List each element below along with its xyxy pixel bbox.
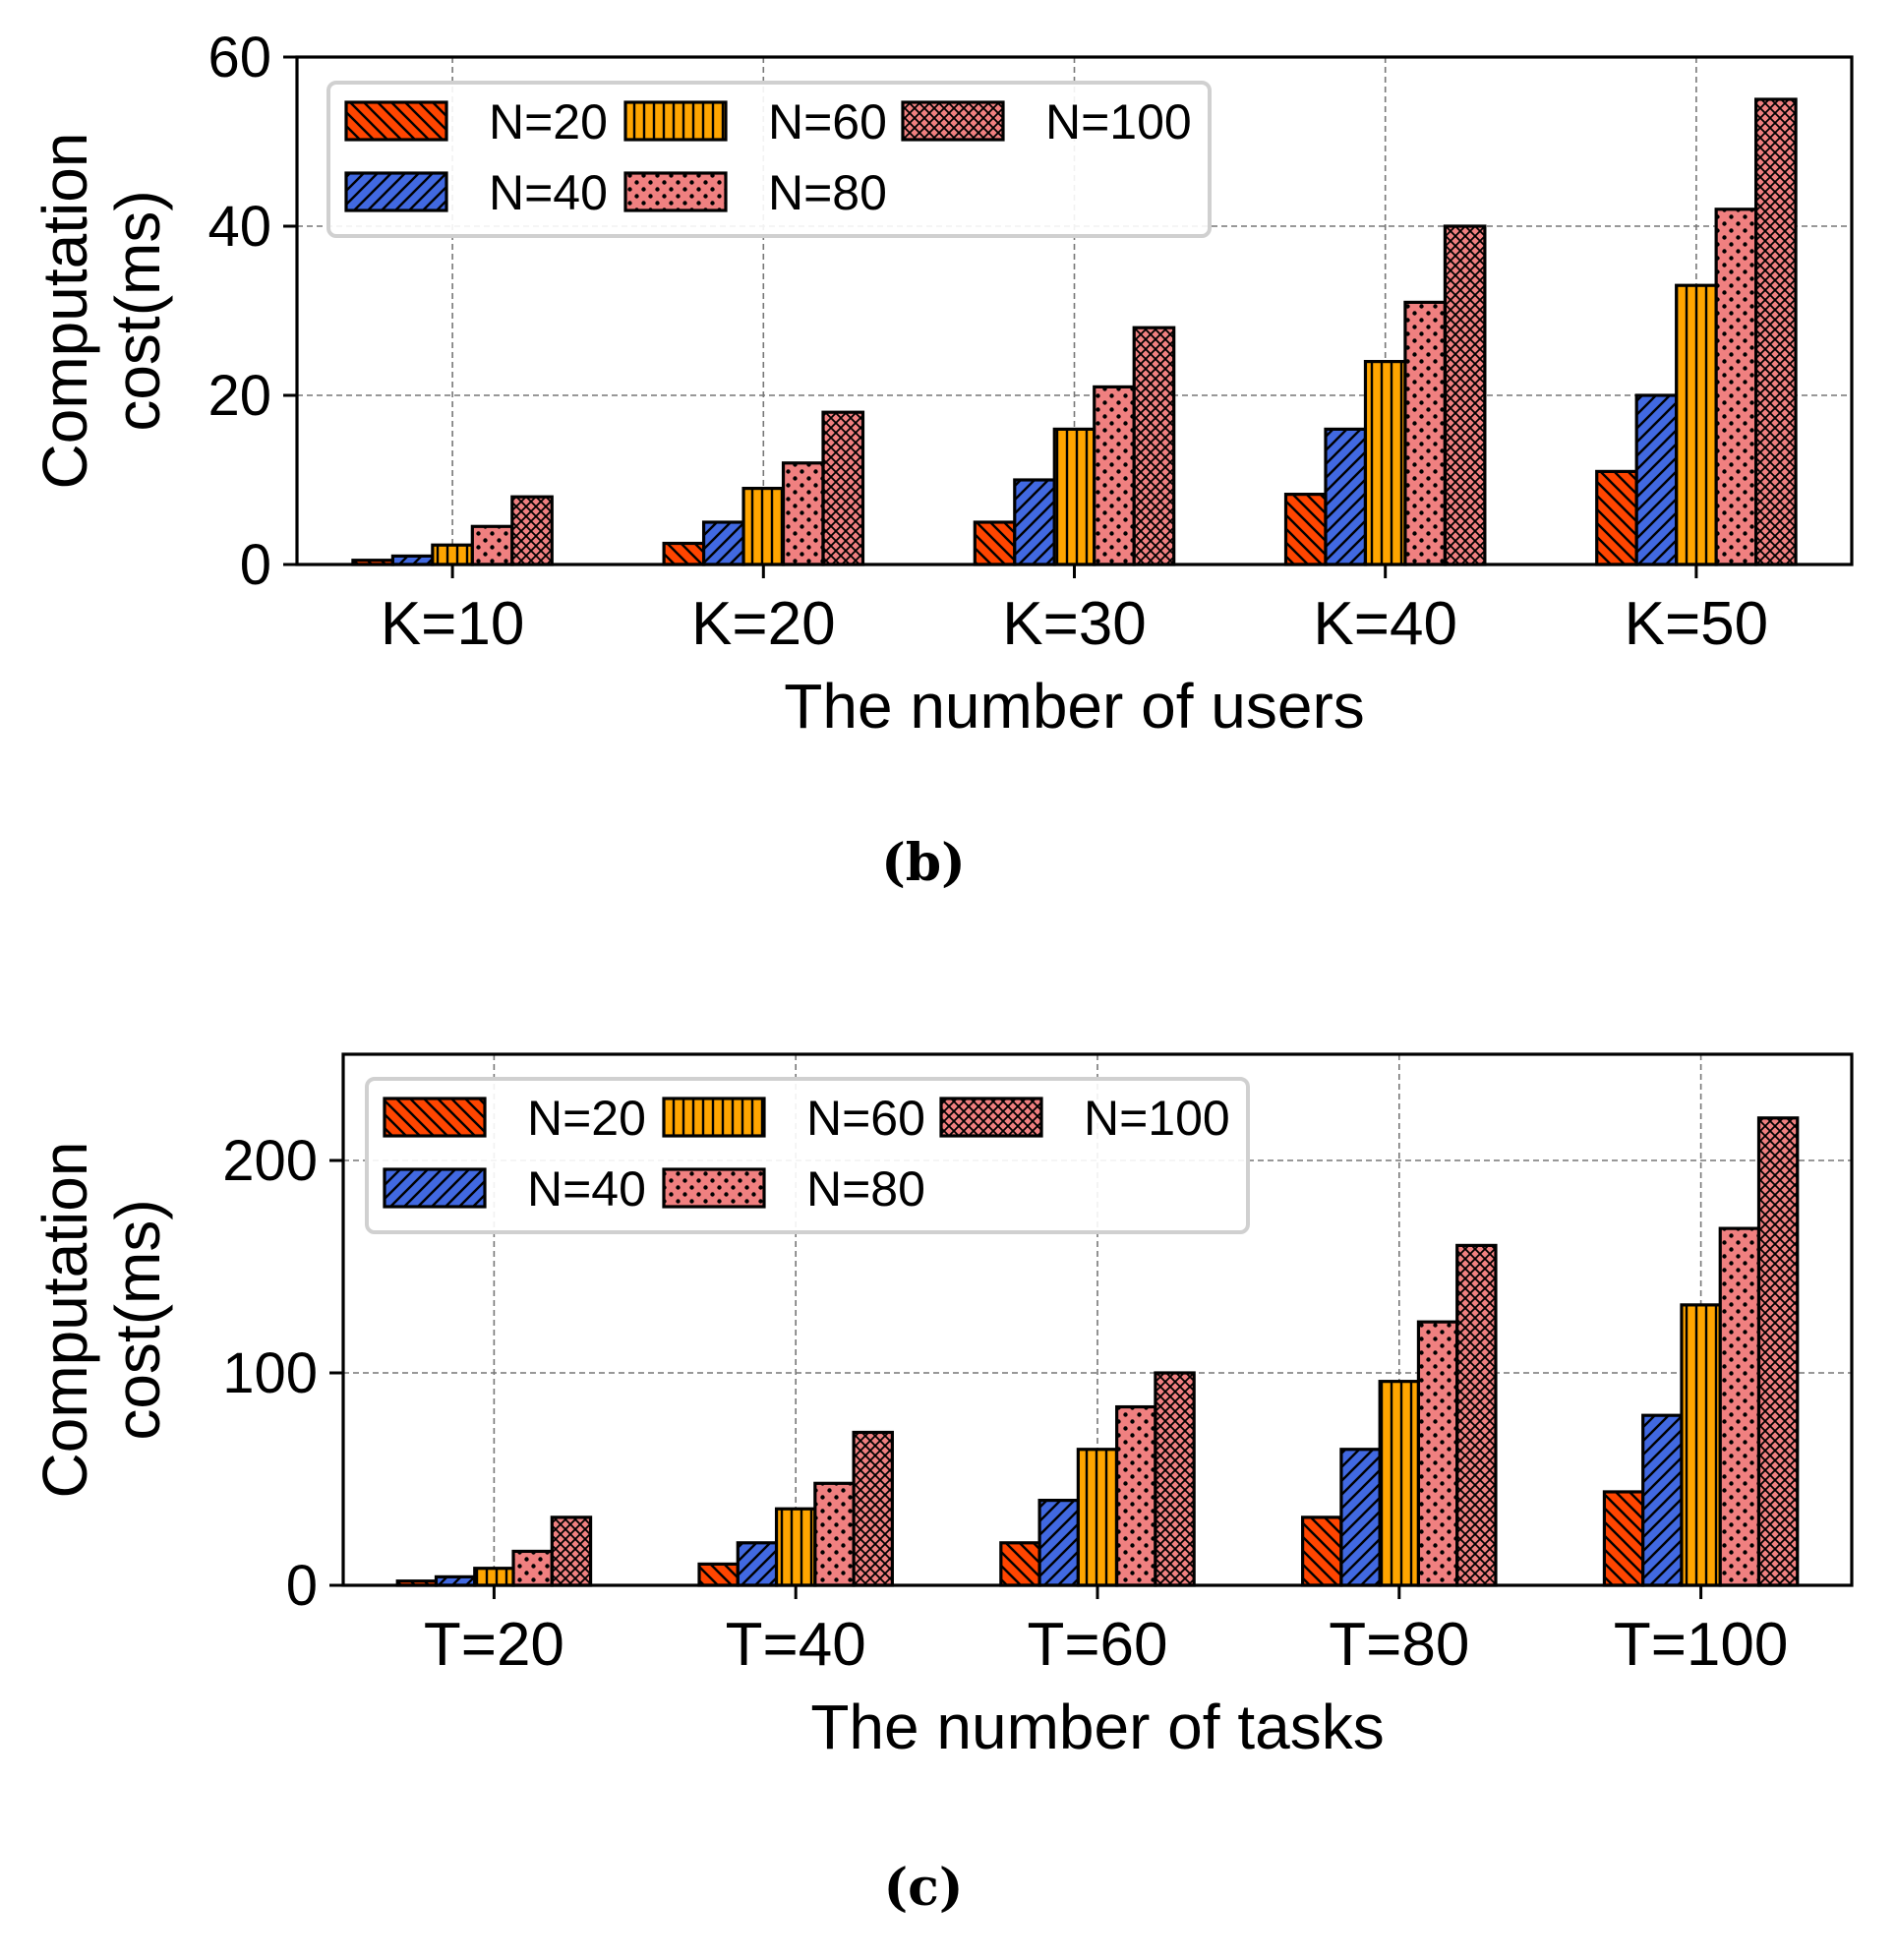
x-tick-label: K=50: [1625, 590, 1769, 658]
x-axis-label: The number of users: [784, 671, 1365, 742]
legend-label: N=20: [489, 94, 608, 149]
bar-n20-k50: [1595, 469, 1638, 566]
bar-n20-t60: [999, 1541, 1041, 1587]
x-tick-label: T=80: [1329, 1611, 1469, 1679]
legend-swatch-n60: [623, 100, 728, 142]
bar-n40-t100: [1641, 1413, 1684, 1587]
chart-panel-b: 0 20 40 60 K=10 K=20 K=30 K=40 K=50 The number of…: [30, 26, 1854, 893]
y-axis-label: Computationcost(ms): [30, 1142, 173, 1499]
legend-swatch-n80: [662, 1167, 766, 1209]
legend-label: N=80: [806, 1161, 925, 1217]
legend-swatch-n100: [939, 1097, 1043, 1138]
x-tick-label: K=10: [381, 590, 525, 658]
x-tick-label: T=100: [1614, 1611, 1789, 1679]
legend-label: N=100: [1045, 94, 1192, 149]
legend-label: N=60: [768, 94, 887, 149]
bar-n40-t40: [736, 1541, 779, 1587]
bar-n100-k30: [1132, 326, 1176, 566]
bar-n60-t60: [1076, 1448, 1119, 1587]
bar-n40-k30: [1013, 478, 1056, 566]
bar-n80-k40: [1403, 300, 1448, 566]
x-tick-label: K=30: [1002, 590, 1147, 658]
bar-n80-t100: [1718, 1226, 1761, 1587]
figure-caption: (b): [881, 833, 966, 893]
legend-label: N=20: [527, 1091, 646, 1146]
legend-label: N=100: [1084, 1091, 1230, 1146]
bar-n100-t20: [550, 1515, 593, 1587]
legend-label: N=40: [527, 1161, 646, 1217]
bar-n100-t100: [1756, 1116, 1800, 1587]
legend-label: N=60: [806, 1091, 925, 1146]
legend: N=20 N=40 N=60 N=80 N=100: [365, 1077, 1250, 1234]
bar-n60-k30: [1052, 427, 1096, 566]
legend-swatch-n40: [344, 171, 448, 212]
bar-n20-t100: [1602, 1490, 1645, 1587]
bar-n80-t80: [1416, 1320, 1459, 1587]
legend: N=20 N=40 N=60 N=80 N=100: [326, 81, 1212, 238]
x-tick-label: K=40: [1313, 590, 1457, 658]
y-tick-label: 200: [222, 1129, 318, 1193]
bar-n40-t80: [1339, 1448, 1382, 1587]
x-tick-label: T=60: [1027, 1611, 1167, 1679]
x-tick-label: T=40: [726, 1611, 866, 1679]
bar-n100-k10: [510, 495, 554, 566]
bar-n80-t60: [1115, 1404, 1157, 1587]
bar-n20-k30: [973, 520, 1017, 566]
y-tick-label: 20: [207, 364, 271, 428]
bar-n40-k50: [1634, 393, 1679, 566]
legend-swatch-n80: [623, 171, 728, 212]
bar-n60-k10: [431, 543, 474, 566]
bar-n80-t40: [813, 1481, 856, 1587]
bar-n100-k20: [821, 410, 865, 566]
y-tick-label: 100: [222, 1341, 318, 1405]
x-tick-label: K=20: [691, 590, 836, 658]
bar-n40-k20: [701, 520, 745, 566]
bar-n40-t60: [1037, 1498, 1080, 1587]
bar-n60-k20: [741, 487, 786, 566]
bar-n100-t60: [1154, 1371, 1196, 1587]
bar-n20-t40: [697, 1562, 740, 1587]
bar-n60-t100: [1680, 1303, 1722, 1587]
bar-n80-k20: [781, 461, 825, 566]
bar-n20-t80: [1301, 1515, 1343, 1587]
bar-n80-k30: [1093, 385, 1136, 566]
bar-n60-k50: [1675, 283, 1718, 566]
bar-n100-k40: [1443, 224, 1487, 566]
y-tick-label: 0: [286, 1554, 318, 1618]
y-tick-label: 60: [207, 26, 271, 89]
bar-n60-k40: [1363, 360, 1407, 566]
legend-label: N=80: [768, 165, 887, 220]
legend-label: N=40: [489, 165, 608, 220]
bar-n60-t40: [774, 1507, 817, 1587]
legend-swatch-n100: [901, 100, 1005, 142]
bar-n60-t20: [473, 1567, 515, 1587]
y-axis-label: Computationcost(ms): [30, 133, 173, 490]
figure-caption: (c): [884, 1858, 964, 1918]
legend-swatch-n40: [383, 1167, 487, 1209]
bar-n100-k50: [1754, 97, 1798, 566]
legend-swatch-n20: [383, 1097, 487, 1138]
bar-n60-t80: [1378, 1380, 1421, 1587]
bar-n20-k40: [1283, 493, 1328, 566]
bar-n20-k20: [662, 541, 706, 566]
bar-n80-k10: [470, 524, 514, 566]
y-tick-label: 40: [207, 195, 271, 259]
y-tick-label: 0: [240, 533, 271, 597]
bar-n40-k40: [1324, 427, 1368, 566]
x-tick-label: T=20: [424, 1611, 564, 1679]
chart-panel-c: 0 100 200 T=20 T=40 T=60 T=80 T=100 The number o…: [30, 1052, 1854, 1918]
legend-swatch-n20: [344, 100, 448, 142]
bar-n80-t20: [511, 1549, 554, 1587]
legend-swatch-n60: [662, 1097, 766, 1138]
x-axis-label: The number of tasks: [810, 1692, 1384, 1762]
bar-n80-k50: [1714, 208, 1758, 566]
bar-n100-t80: [1455, 1243, 1498, 1587]
bar-n100-t40: [852, 1430, 894, 1587]
